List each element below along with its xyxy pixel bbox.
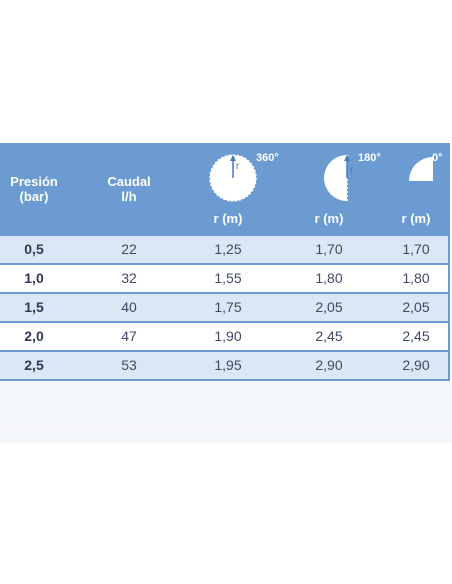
header-caudal-unit: l/h <box>121 189 137 204</box>
cell-caudal: 40 <box>121 299 137 315</box>
cell-r180: 2,05 <box>315 299 343 315</box>
header-presion-unit: (bar) <box>19 189 49 204</box>
header-caudal: Caudal l/h <box>90 174 168 204</box>
table-header: Presión (bar) Caudal l/h r 360° r 180° 0… <box>0 143 450 234</box>
header-presion: Presión (bar) <box>0 174 68 204</box>
cell-r180: 1,70 <box>315 241 343 257</box>
sector-360-icon <box>209 154 257 202</box>
cell-r180: 2,90 <box>315 357 343 373</box>
header-r-360: r (m) <box>213 211 243 226</box>
cell-r180: 1,80 <box>315 270 343 286</box>
table-row: 1,0 32 1,55 1,80 1,80 <box>0 263 450 294</box>
cell-r360: 1,25 <box>214 241 242 257</box>
table-row: 2,5 53 1,95 2,90 2,90 <box>0 350 450 381</box>
cell-r90: 2,45 <box>402 328 430 344</box>
r-marker-180: r <box>350 165 354 176</box>
cell-r90: 2,90 <box>402 357 430 373</box>
sector-180-icon <box>324 155 350 201</box>
cell-r360: 1,75 <box>214 299 242 315</box>
cell-presion: 1,5 <box>24 299 44 315</box>
degree-180: 180° <box>358 152 381 164</box>
table-row: 2,0 47 1,90 2,45 2,45 <box>0 321 450 352</box>
degree-360: 360° <box>256 152 279 164</box>
cell-presion: 2,0 <box>24 328 44 344</box>
cell-r360: 1,95 <box>214 357 242 373</box>
cell-r180: 2,45 <box>315 328 343 344</box>
degree-90: 0° <box>432 152 443 164</box>
cell-caudal: 53 <box>121 357 137 373</box>
cell-presion: 0,5 <box>24 241 44 257</box>
sector-90-icon <box>409 157 433 181</box>
table-row: 0,5 22 1,25 1,70 1,70 <box>0 234 450 265</box>
header-r-90: r (m) <box>401 211 431 226</box>
r-marker-360: r <box>236 161 240 172</box>
cell-presion: 1,0 <box>24 270 44 286</box>
cell-caudal: 47 <box>121 328 137 344</box>
table-row: 1,5 40 1,75 2,05 2,05 <box>0 292 450 323</box>
header-presion-label: Presión <box>10 174 58 189</box>
header-caudal-label: Caudal <box>107 174 151 189</box>
cell-presion: 2,5 <box>24 357 44 373</box>
cell-r360: 1,90 <box>214 328 242 344</box>
header-r-180: r (m) <box>314 211 344 226</box>
cell-r90: 1,80 <box>402 270 430 286</box>
cell-r360: 1,55 <box>214 270 242 286</box>
cell-caudal: 22 <box>121 241 137 257</box>
cell-r90: 2,05 <box>402 299 430 315</box>
cell-caudal: 32 <box>121 270 137 286</box>
cell-r90: 1,70 <box>402 241 430 257</box>
